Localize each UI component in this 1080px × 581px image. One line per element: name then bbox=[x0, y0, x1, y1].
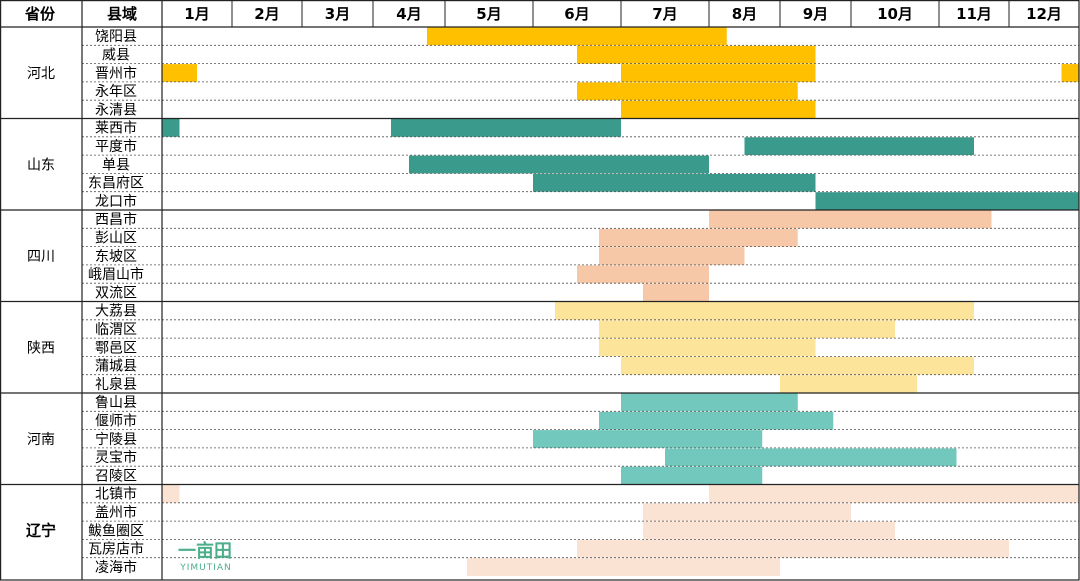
county-label: 召陵区 bbox=[95, 468, 137, 484]
county-label: 凌海市 bbox=[95, 559, 137, 576]
gantt-bar bbox=[1061, 64, 1079, 82]
county-label: 礼泉县 bbox=[95, 376, 137, 393]
gantt-bar bbox=[409, 155, 709, 174]
month-label: 3月 bbox=[325, 5, 350, 23]
month-label: 1月 bbox=[184, 5, 209, 23]
gantt-bar bbox=[643, 521, 895, 540]
gantt-bar bbox=[599, 228, 798, 247]
gantt-bar bbox=[599, 338, 816, 357]
gantt-bar bbox=[621, 356, 974, 375]
gantt-bar bbox=[621, 100, 816, 119]
county-label: 鲁山县 bbox=[95, 395, 137, 411]
county-label: 威县 bbox=[102, 48, 130, 64]
gantt-bar bbox=[621, 393, 798, 412]
month-label: 12月 bbox=[1026, 5, 1062, 23]
gantt-bar bbox=[391, 119, 621, 137]
county-label: 偃师市 bbox=[95, 413, 137, 430]
province-label: 四川 bbox=[27, 249, 55, 265]
county-label: 龙口市 bbox=[95, 193, 137, 210]
logo-mark: 一亩田 bbox=[178, 540, 232, 562]
month-label: 11月 bbox=[956, 5, 992, 23]
county-label: 东昌府区 bbox=[88, 176, 144, 192]
gantt-bar bbox=[533, 173, 816, 192]
gantt-bar bbox=[709, 485, 1079, 503]
gantt-bar bbox=[162, 119, 180, 137]
month-label: 10月 bbox=[877, 5, 913, 23]
gantt-bar bbox=[533, 430, 763, 448]
gantt-bar bbox=[577, 539, 1009, 558]
county-label: 莱西市 bbox=[95, 120, 137, 137]
gantt-bar bbox=[555, 302, 974, 320]
county-label: 峨眉山市 bbox=[88, 266, 144, 283]
province-label: 陕西 bbox=[27, 340, 55, 356]
gantt-bar bbox=[744, 137, 974, 156]
month-label: 5月 bbox=[476, 5, 501, 23]
month-label: 8月 bbox=[732, 5, 757, 23]
county-label: 大荔县 bbox=[95, 304, 137, 320]
county-label: 灵宝市 bbox=[95, 449, 137, 466]
yimutian-logo: 一亩田 YIMUTIAN bbox=[178, 540, 232, 573]
gantt-bar bbox=[467, 558, 780, 576]
logo-text: YIMUTIAN bbox=[179, 563, 232, 573]
gantt-bar bbox=[577, 82, 798, 101]
month-label: 4月 bbox=[396, 5, 421, 23]
bars-layer bbox=[162, 27, 1079, 576]
month-label: 6月 bbox=[564, 5, 589, 23]
gantt-bar bbox=[780, 375, 917, 393]
county-label: 双流区 bbox=[95, 285, 137, 301]
county-label: 东坡区 bbox=[95, 249, 137, 265]
labels-layer: 省份 县域 1月 2月 3月 4月 5月 6月 7月 8月 9月 10月 11月 12月饶阳县威县晋州… bbox=[24, 5, 1062, 576]
month-label: 9月 bbox=[803, 5, 828, 23]
county-label: 宁陵县 bbox=[95, 431, 137, 448]
month-label: 2月 bbox=[254, 5, 279, 23]
gantt-bar bbox=[427, 27, 727, 46]
gantt-bar bbox=[815, 192, 1079, 210]
county-label: 蒲城县 bbox=[95, 359, 137, 375]
province-label: 河北 bbox=[27, 66, 55, 82]
gantt-bar bbox=[162, 64, 197, 82]
county-label: 晋州市 bbox=[95, 65, 137, 82]
county-label: 瓦房店市 bbox=[88, 541, 144, 558]
gantt-bar bbox=[643, 503, 851, 522]
gantt-bar bbox=[162, 485, 180, 503]
county-label: 西昌市 bbox=[95, 211, 137, 228]
gantt-bar bbox=[599, 411, 834, 430]
gantt-bar bbox=[709, 210, 992, 229]
county-label: 永年区 bbox=[95, 84, 137, 100]
month-label: 7月 bbox=[652, 5, 677, 23]
gantt-bar bbox=[577, 45, 816, 64]
province-label: 山东 bbox=[27, 157, 55, 173]
county-label: 鲅鱼圈区 bbox=[88, 522, 144, 539]
county-label: 盖州市 bbox=[95, 504, 137, 521]
province-label: 河南 bbox=[27, 432, 55, 448]
header-county: 县域 bbox=[107, 5, 137, 23]
gantt-bar bbox=[599, 247, 745, 265]
county-label: 鄠邑区 bbox=[95, 340, 137, 356]
county-label: 饶阳县 bbox=[95, 29, 137, 45]
gantt-bar bbox=[621, 64, 816, 82]
gantt-bar bbox=[643, 283, 709, 302]
province-label: 辽宁 bbox=[26, 521, 56, 539]
county-label: 单县 bbox=[102, 157, 130, 173]
gantt-bar bbox=[665, 448, 957, 467]
county-label: 永清县 bbox=[95, 102, 137, 118]
header-province: 省份 bbox=[24, 5, 56, 23]
gantt-bar bbox=[599, 320, 895, 339]
county-label: 彭山区 bbox=[95, 231, 137, 247]
county-label: 平度市 bbox=[95, 138, 137, 155]
gantt-bar bbox=[621, 466, 763, 485]
county-label: 北镇市 bbox=[95, 486, 137, 503]
county-label: 临渭区 bbox=[95, 322, 137, 338]
gantt-bar bbox=[577, 265, 709, 284]
